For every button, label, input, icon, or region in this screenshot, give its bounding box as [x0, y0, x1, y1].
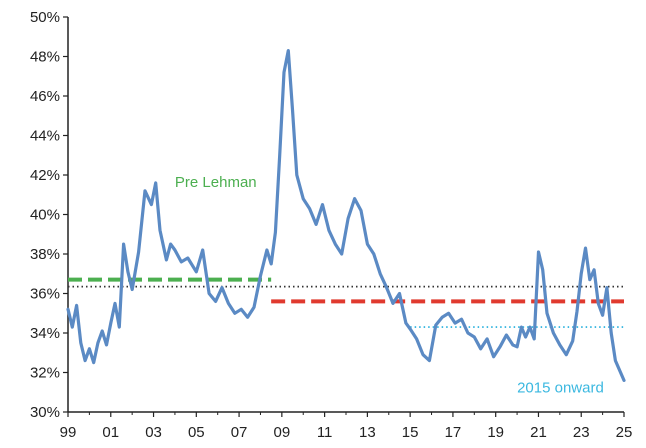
y-tick-label: 44% [30, 128, 60, 145]
x-tick-label: 23 [573, 424, 590, 441]
y-tick-label: 38% [30, 246, 60, 263]
series-group [66, 48, 626, 382]
x-tick-label: 05 [188, 424, 205, 441]
y-tick-label: 30% [30, 404, 60, 421]
y-tick-label: 48% [30, 49, 60, 66]
series-line [66, 48, 626, 382]
x-tick-label: 25 [616, 424, 633, 441]
y-tick-label: 40% [30, 207, 60, 224]
axes: 30% 32% 34% 36% 38% 40% 42% 44% 46% 48% 50% 99 01 03 0… [30, 9, 632, 441]
y-tick-label: 32% [30, 365, 60, 382]
x-tick-label: 01 [102, 424, 119, 441]
x-tick-label: 17 [445, 424, 462, 441]
x-tick-label: 03 [145, 424, 162, 441]
x-tick-label: 11 [317, 424, 333, 441]
x-tick-label: 19 [487, 424, 504, 441]
x-tick-label: 09 [274, 424, 291, 441]
reference-lines [68, 277, 624, 328]
y-tick-label: 50% [30, 9, 60, 26]
y-tick-label: 42% [30, 167, 60, 184]
y-tick-label: 46% [30, 88, 60, 105]
annotation-label: Pre Lehman [175, 174, 257, 191]
x-tick-label: 21 [530, 424, 547, 441]
annotations: Pre Lehman 2015 onward [175, 174, 604, 396]
x-tick-label: 13 [359, 424, 376, 441]
x-tick-label: 99 [60, 424, 77, 441]
y-tick-label: 34% [30, 325, 60, 342]
x-tick-label: 07 [231, 424, 248, 441]
x-tick-label: 15 [402, 424, 419, 441]
y-tick-label: 36% [30, 286, 60, 303]
annotation-label: 2015 onward [517, 379, 604, 396]
